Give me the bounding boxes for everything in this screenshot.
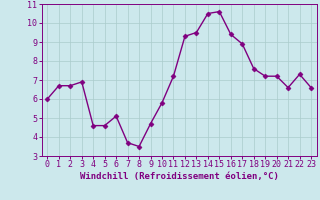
X-axis label: Windchill (Refroidissement éolien,°C): Windchill (Refroidissement éolien,°C) xyxy=(80,172,279,181)
